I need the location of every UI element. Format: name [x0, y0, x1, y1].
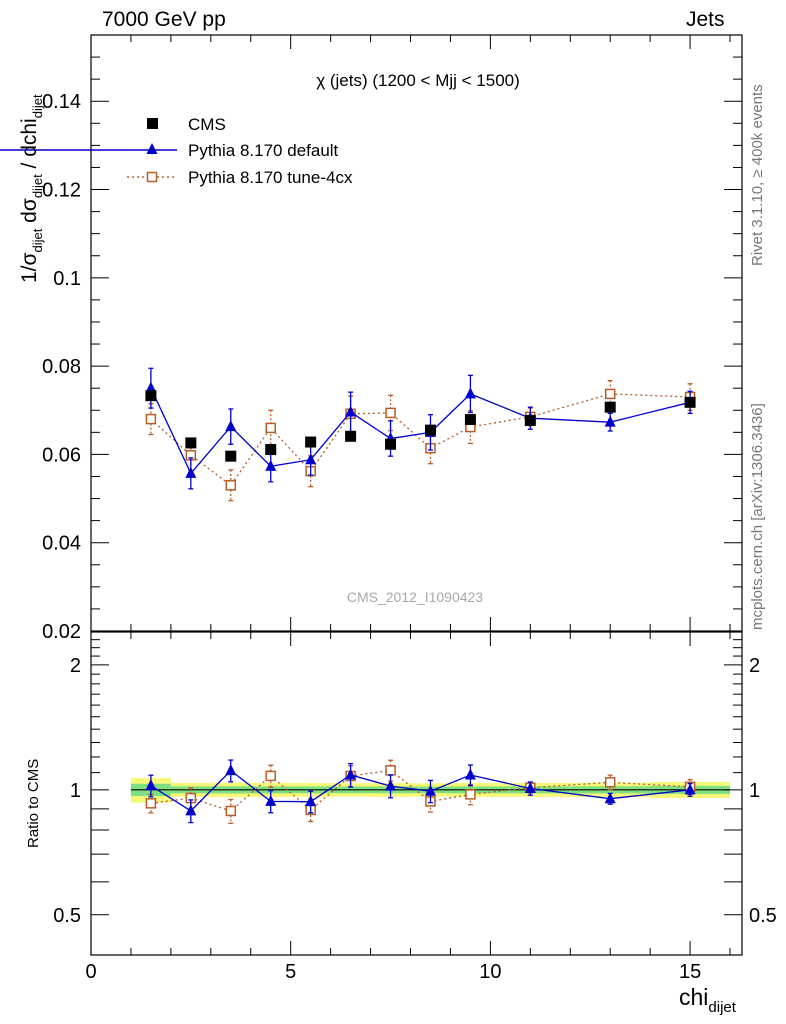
- point-series-0: [604, 401, 616, 413]
- y-tick-label: 0.04: [42, 533, 81, 555]
- ratio-point-series-1: [185, 804, 197, 816]
- legend-marker-cms: [147, 118, 158, 129]
- point-series-0: [424, 424, 436, 436]
- ratio-point-series-2: [385, 765, 396, 776]
- point-series-0: [145, 390, 157, 402]
- point-series-2: [385, 407, 396, 419]
- svg-text:1/σdijet dσdijet / dchidijet: 1/σdijet dσdijet / dchidijet: [18, 94, 45, 283]
- y-tick-label: 0.1: [53, 268, 81, 290]
- data-series: [145, 367, 696, 502]
- ratio-point-series-1: [524, 781, 536, 793]
- ratio-y-axis-label: Ratio to CMS: [25, 759, 42, 848]
- rivet-label: Rivet 3.1.10, ≥ 400k events: [749, 84, 766, 266]
- x-tick-label: 5: [285, 961, 296, 983]
- ratio-point-series-1: [305, 795, 317, 807]
- ratio-point-series-1: [145, 779, 157, 791]
- y-tick-label: 0.02: [42, 621, 81, 643]
- point-series-0: [385, 438, 397, 450]
- y-axis-label: 1/σdijet dσdijet / dchidijet: [18, 94, 45, 283]
- ratio-point-series-1: [345, 768, 357, 780]
- ratio-point-series-2: [604, 777, 616, 788]
- series-line-2: [150, 393, 691, 487]
- main-plot-frame: [90, 34, 743, 632]
- axis-ticks: [90, 34, 742, 956]
- ratio-point-series-1: [385, 779, 397, 791]
- axis-tick-labels: 0 5 10 15 0.02 0.04 0.06 0.08 0.1 0.12 0.14 0.5 0.5 1…: [42, 91, 777, 983]
- ratio-series-line-2: [150, 769, 691, 812]
- x-tick-label: 10: [479, 961, 501, 983]
- ratio-point-series-2: [265, 770, 276, 782]
- ratio-y-tick-label-right: 0.5: [749, 905, 777, 927]
- legend-label-cms: CMS: [188, 115, 226, 134]
- legend-marker-default: [146, 143, 158, 154]
- point-series-0: [225, 450, 237, 462]
- ratio-point-series-1: [265, 794, 277, 806]
- x-axis-label: chidijet: [679, 984, 737, 1016]
- point-series-1: [305, 453, 317, 465]
- point-series-0: [684, 396, 696, 408]
- y-tick-label: 0.12: [42, 180, 81, 202]
- ratio-point-series-1: [424, 784, 436, 796]
- point-series-1: [265, 459, 277, 471]
- point-series-0: [345, 430, 357, 442]
- ratio-y-tick-label: 1: [70, 780, 81, 802]
- ratio-y-tick-label: 2: [70, 655, 81, 677]
- point-series-2: [604, 388, 616, 400]
- ratio-point-series-1: [225, 764, 237, 776]
- point-series-1: [185, 466, 197, 478]
- ratio-series: [145, 759, 696, 824]
- point-series-0: [464, 414, 476, 426]
- point-series-0: [305, 436, 317, 448]
- legend-label-default: Pythia 8.170 default: [188, 141, 339, 160]
- y-tick-label: 0.08: [42, 356, 81, 378]
- ratio-point-series-1: [464, 768, 476, 780]
- ratio-point-series-2: [225, 805, 237, 817]
- legend: CMS Pythia 8.170 default Pythia 8.170 tu…: [0, 115, 353, 187]
- ratio-point-series-2: [465, 789, 476, 800]
- point-series-0: [524, 414, 536, 426]
- ratio-plot-frame: [90, 631, 743, 956]
- point-series-0: [265, 444, 277, 456]
- point-series-2: [265, 422, 276, 434]
- y-tick-label: 0.14: [42, 91, 81, 113]
- svg-text:chidijet: chidijet: [679, 984, 737, 1016]
- chart-title: χ (jets) (1200 < Mjj < 1500): [316, 71, 520, 90]
- ratio-y-tick-label-right: 1: [749, 780, 760, 802]
- y-tick-label: 0.06: [42, 444, 81, 466]
- mcplots-label: mcplots.cern.ch [arXiv:1306.3436]: [749, 403, 766, 630]
- process-label: Jets: [686, 8, 725, 31]
- ratio-point-series-1: [684, 783, 696, 795]
- x-tick-label: 15: [679, 961, 701, 983]
- point-series-1: [464, 387, 476, 399]
- series-line-1: [150, 387, 691, 475]
- ratio-point-series-2: [145, 798, 157, 809]
- analysis-watermark: CMS_2012_I1090423: [347, 589, 483, 605]
- point-series-0: [185, 437, 197, 449]
- energy-label: 7000 GeV pp: [102, 8, 226, 31]
- point-series-1: [145, 381, 157, 393]
- ratio-series-line-1: [150, 769, 691, 812]
- point-series-1: [345, 405, 357, 417]
- point-series-1: [225, 420, 237, 432]
- point-series-2: [225, 480, 237, 491]
- ratio-y-tick-label-right: 2: [749, 655, 760, 677]
- ratio-y-tick-label: 0.5: [53, 905, 81, 927]
- legend-label-tune: Pythia 8.170 tune-4cx: [188, 168, 353, 187]
- legend-marker-tune: [146, 171, 158, 183]
- point-series-2: [145, 413, 157, 425]
- x-tick-label: 0: [85, 961, 96, 983]
- ratio-point-series-1: [604, 792, 616, 804]
- point-series-1: [604, 415, 616, 427]
